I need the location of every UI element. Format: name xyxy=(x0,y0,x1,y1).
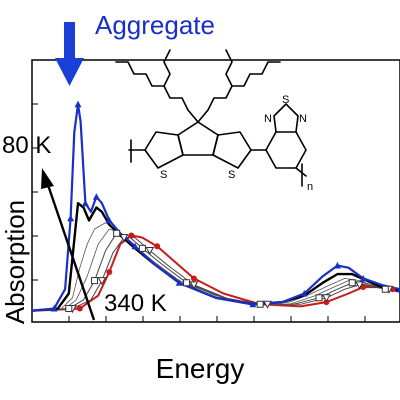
series-marker-0 xyxy=(300,290,308,297)
series-marker-6 xyxy=(190,275,197,282)
series-marker-0 xyxy=(67,214,75,222)
series-marker-4 xyxy=(91,277,99,285)
series-marker-4 xyxy=(256,300,264,308)
series-marker-6 xyxy=(154,243,161,250)
series-marker-0 xyxy=(396,285,400,293)
series-marker-5 xyxy=(263,300,272,309)
y-axis-label: Absorption xyxy=(0,200,30,324)
series-marker-5 xyxy=(355,281,364,290)
series-line-0 xyxy=(31,103,400,312)
series-marker-5 xyxy=(189,281,199,290)
repeat-unit-subscript: n xyxy=(307,181,313,193)
series-marker-0 xyxy=(249,300,257,308)
series-marker-5 xyxy=(97,277,107,286)
axis-ticks xyxy=(32,103,366,322)
series-marker-0 xyxy=(105,216,113,224)
x-axis-label: Energy xyxy=(156,353,245,384)
high-temperature-label: 340 K xyxy=(104,290,167,317)
series-marker-0 xyxy=(92,193,100,200)
series-marker-0 xyxy=(131,242,139,250)
series-marker-0 xyxy=(175,279,183,286)
series-marker-0 xyxy=(74,100,82,108)
series-marker-4 xyxy=(183,279,191,287)
low-temperature-label: 80 K xyxy=(2,132,51,159)
polymer-structure-icon xyxy=(115,49,307,187)
series-marker-5 xyxy=(322,294,331,303)
series-marker-4 xyxy=(138,244,146,252)
series-markers xyxy=(50,100,400,314)
temperature-arrow xyxy=(41,168,96,321)
series-marker-4 xyxy=(381,285,389,293)
series-marker-4 xyxy=(65,305,73,313)
series-marker-5 xyxy=(145,247,155,256)
aggregate-arrow xyxy=(55,22,84,86)
series-marker-4 xyxy=(348,279,356,287)
series-marker-4 xyxy=(113,229,121,237)
series-marker-6 xyxy=(360,284,367,291)
plot-frame xyxy=(31,59,400,323)
thiophene-sulfur-right: S xyxy=(228,169,235,181)
aggregate-label: Aggregate xyxy=(95,10,215,40)
series-marker-6 xyxy=(76,305,83,312)
series-marker-0 xyxy=(50,305,58,312)
series-marker-0 xyxy=(333,262,341,269)
series-marker-6 xyxy=(128,232,135,239)
series-marker-5 xyxy=(119,234,129,243)
series-marker-6 xyxy=(106,269,113,275)
thiadiazole-nitrogen-right: N xyxy=(299,113,307,125)
thiadiazole-nitrogen-left: N xyxy=(264,113,272,125)
series-marker-0 xyxy=(359,274,367,282)
series-marker-4 xyxy=(315,294,323,302)
thiophene-sulfur-left: S xyxy=(160,169,167,181)
absorption-series xyxy=(31,103,400,312)
thiadiazole-sulfur: S xyxy=(282,94,289,106)
series-marker-0 xyxy=(81,199,89,207)
